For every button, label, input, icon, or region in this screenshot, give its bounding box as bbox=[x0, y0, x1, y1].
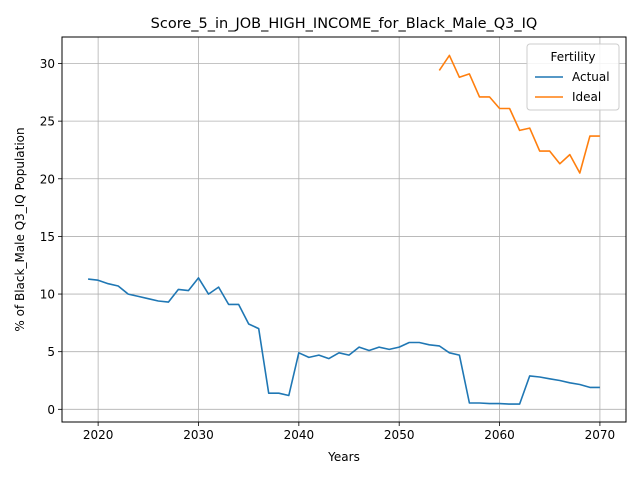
y-tick-label: 20 bbox=[40, 172, 55, 186]
chart-title: Score_5_in_JOB_HIGH_INCOME_for_Black_Mal… bbox=[151, 16, 538, 32]
series-line-actual bbox=[88, 277, 600, 405]
y-tick-label: 15 bbox=[40, 230, 55, 244]
grid-lines bbox=[62, 37, 626, 422]
x-tick-label: 2070 bbox=[585, 428, 616, 442]
plot-frame bbox=[61, 36, 627, 423]
x-tick-label: 2030 bbox=[183, 428, 214, 442]
y-tick-label: 10 bbox=[40, 288, 55, 302]
y-tick-label: 0 bbox=[47, 403, 55, 417]
series-lines bbox=[88, 54, 600, 405]
y-tick-label: 30 bbox=[40, 57, 55, 71]
x-tick-label: 2040 bbox=[284, 428, 315, 442]
x-axis-label: Years bbox=[327, 450, 360, 464]
axis-ticks: 2020 2030 2040 2050 2060 2070 0 5 10 15 20 25 30 bbox=[40, 57, 615, 442]
legend: Fertility Actual Ideal bbox=[526, 43, 620, 111]
x-tick-label: 2020 bbox=[83, 428, 114, 442]
legend-items: Actual Ideal bbox=[535, 70, 610, 104]
y-tick-label: 5 bbox=[47, 345, 55, 359]
legend-box bbox=[526, 43, 620, 111]
y-tick-label: 25 bbox=[40, 115, 55, 129]
legend-title: Fertility bbox=[550, 50, 595, 64]
x-tick-label: 2060 bbox=[484, 428, 515, 442]
series-line-ideal bbox=[438, 54, 600, 174]
x-tick-label: 2050 bbox=[384, 428, 415, 442]
legend-label-ideal: Ideal bbox=[572, 90, 601, 104]
legend-label-actual: Actual bbox=[572, 70, 610, 84]
y-axis-label: % of Black_Male Q3_IQ Population bbox=[13, 127, 27, 331]
